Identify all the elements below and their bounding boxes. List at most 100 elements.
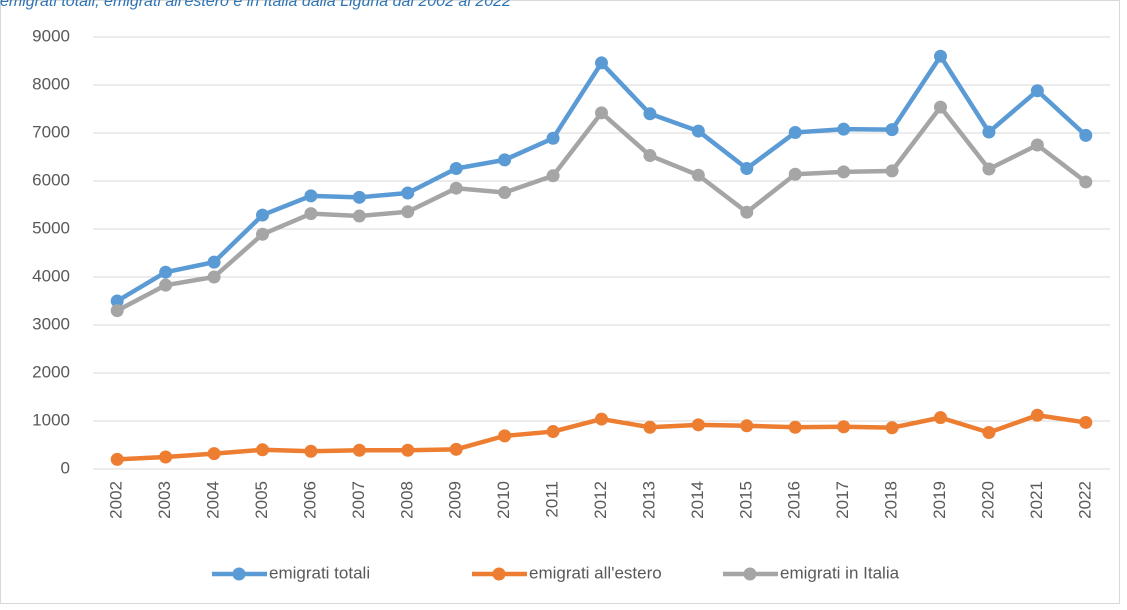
data-point — [304, 189, 318, 203]
data-point — [1030, 408, 1044, 422]
data-point — [934, 49, 947, 63]
x-tick-label: 2017 — [833, 481, 852, 519]
data-point — [110, 294, 124, 308]
legend-label: emigrati all'estero — [529, 563, 662, 582]
data-point — [1030, 138, 1044, 152]
data-point — [159, 450, 173, 464]
data-point — [207, 447, 221, 461]
legend-marker — [492, 567, 506, 581]
x-tick-label: 2008 — [397, 481, 416, 519]
data-point — [256, 227, 269, 241]
data-point — [449, 442, 463, 456]
data-point — [788, 126, 802, 140]
data-point — [595, 56, 608, 70]
data-point — [643, 107, 657, 121]
legend-label: emigrati in Italia — [780, 563, 900, 582]
data-point — [401, 443, 415, 457]
x-tick-label: 2013 — [639, 481, 658, 519]
legend-marker — [232, 567, 246, 581]
data-point — [934, 411, 947, 425]
x-tick-label: 2007 — [349, 481, 368, 519]
y-tick-label: 0 — [61, 458, 70, 477]
data-point — [885, 123, 899, 137]
data-point — [1030, 84, 1044, 98]
data-point — [1079, 128, 1093, 142]
y-tick-label: 8000 — [32, 74, 70, 93]
data-point — [837, 165, 851, 179]
data-point — [837, 122, 851, 136]
x-tick-label: 2002 — [107, 481, 126, 519]
data-point — [740, 205, 754, 219]
data-point — [982, 162, 996, 176]
data-point — [982, 426, 996, 440]
series-line — [116, 53, 1088, 303]
data-point — [934, 100, 947, 114]
data-point — [546, 425, 560, 439]
data-point — [498, 153, 512, 167]
y-tick-label: 4000 — [32, 266, 70, 285]
data-point — [885, 421, 899, 435]
data-point — [546, 131, 560, 145]
x-tick-label: 2010 — [494, 481, 513, 519]
data-point — [304, 207, 318, 221]
x-tick-label: 2021 — [1027, 481, 1046, 519]
x-tick-label: 2005 — [252, 481, 271, 519]
data-point — [449, 162, 463, 176]
data-point — [256, 443, 269, 457]
legend-label: emigrati totali — [269, 563, 370, 582]
chart-title: emigrati totali, emigrati all'estero e i… — [0, 0, 511, 10]
legend-marker — [743, 567, 757, 581]
data-point — [788, 167, 802, 181]
data-point — [498, 186, 512, 200]
data-point — [352, 209, 366, 223]
data-point — [401, 205, 415, 219]
data-point — [207, 255, 221, 269]
data-point — [982, 125, 996, 139]
data-point — [1079, 175, 1093, 189]
data-point — [885, 164, 899, 178]
x-tick-label: 2012 — [591, 481, 610, 519]
x-tick-label: 2020 — [978, 481, 997, 519]
y-tick-label: 9000 — [32, 26, 70, 45]
data-point — [788, 420, 802, 434]
data-point — [691, 168, 705, 182]
data-point — [595, 106, 608, 120]
x-tick-label: 2006 — [300, 481, 319, 519]
y-tick-label: 1000 — [32, 410, 70, 429]
data-point — [643, 420, 657, 434]
data-point — [159, 278, 173, 292]
x-tick-label: 2011 — [543, 481, 562, 518]
data-point — [352, 443, 366, 457]
data-point — [691, 418, 705, 432]
data-point — [643, 149, 657, 163]
data-point — [691, 124, 705, 138]
x-tick-label: 2009 — [446, 481, 465, 519]
x-tick-label: 2019 — [930, 481, 949, 519]
x-tick-label: 2004 — [204, 481, 223, 519]
y-tick-label: 6000 — [32, 170, 70, 189]
x-tick-label: 2003 — [155, 481, 174, 519]
data-point — [595, 412, 608, 426]
data-point — [207, 270, 221, 284]
data-point — [546, 169, 560, 183]
data-point — [110, 304, 124, 318]
x-tick-label: 2015 — [736, 481, 755, 519]
data-point — [740, 419, 754, 433]
x-tick-label: 2014 — [688, 481, 707, 519]
data-point — [256, 208, 269, 222]
y-tick-label: 7000 — [32, 122, 70, 141]
data-point — [498, 429, 512, 443]
x-tick-label: 2022 — [1075, 481, 1094, 519]
y-tick-label: 5000 — [32, 218, 70, 237]
data-point — [1079, 415, 1093, 429]
data-point — [110, 452, 124, 466]
data-point — [837, 420, 851, 434]
data-point — [449, 181, 463, 195]
data-point — [304, 444, 318, 458]
data-point — [352, 190, 366, 204]
data-point — [740, 162, 754, 176]
x-tick-label: 2018 — [882, 481, 901, 519]
y-tick-label: 3000 — [32, 314, 70, 333]
data-point — [401, 186, 415, 200]
